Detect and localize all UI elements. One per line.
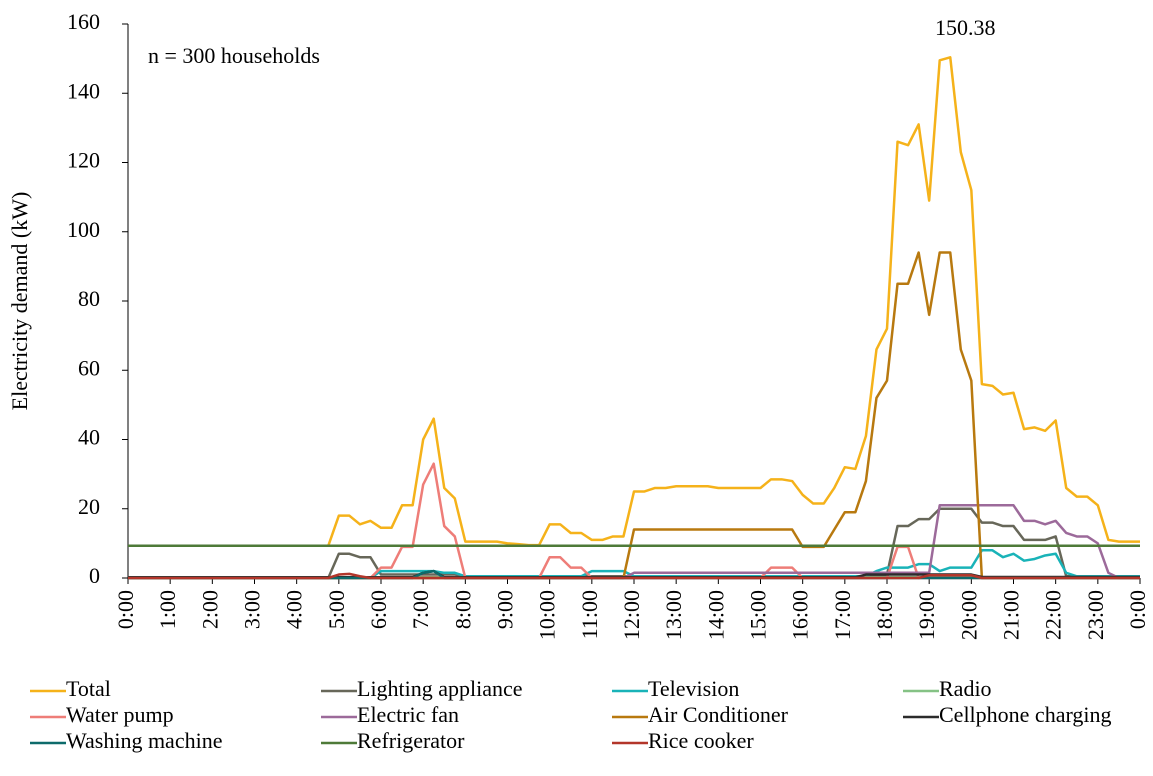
y-tick-label: 100 — [67, 217, 100, 242]
x-tick-label: 10:00 — [535, 590, 560, 640]
series-line — [128, 572, 1140, 580]
legend-label: Electric fan — [357, 702, 459, 727]
x-tick-label: 11:00 — [577, 590, 602, 639]
legend-label: Television — [648, 676, 739, 701]
x-tick-label: 9:00 — [493, 590, 518, 629]
x-tick-label: 7:00 — [408, 590, 433, 629]
legend-label: Lighting appliance — [357, 676, 523, 701]
x-tick-label: 5:00 — [324, 590, 349, 629]
y-tick-label: 120 — [67, 148, 100, 173]
x-tick-label: 0:00 — [1125, 590, 1150, 629]
x-tick-label: 2:00 — [197, 590, 222, 629]
series-line — [128, 56, 1140, 548]
x-tick-label: 15:00 — [746, 590, 771, 640]
x-tick-label: 14:00 — [703, 590, 728, 640]
series-line — [128, 504, 1140, 580]
y-tick-label: 60 — [78, 355, 100, 380]
series-line — [128, 507, 1140, 580]
y-tick-label: 20 — [78, 494, 100, 519]
x-tick-label: 18:00 — [872, 590, 897, 640]
x-tick-label: 22:00 — [1041, 590, 1066, 640]
series-line — [128, 462, 1140, 580]
legend-label: Radio — [939, 676, 992, 701]
annotation: n = 300 households — [148, 43, 320, 68]
x-tick-label: 12:00 — [619, 590, 644, 640]
x-tick-label: 6:00 — [366, 590, 391, 629]
legend-label: Refrigerator — [357, 728, 465, 753]
x-tick-label: 16:00 — [788, 590, 813, 640]
y-axis-label: Electricity demand (kW) — [7, 192, 32, 411]
legend-label: Air Conditioner — [648, 702, 789, 727]
legend-label: Cellphone charging — [939, 702, 1112, 727]
x-tick-label: 17:00 — [830, 590, 855, 640]
peak-label: 150.38 — [935, 15, 996, 40]
legend-label: Total — [66, 676, 111, 701]
x-tick-label: 23:00 — [1083, 590, 1108, 640]
legend-label: Water pump — [66, 702, 174, 727]
x-tick-label: 8:00 — [450, 590, 475, 629]
series-line — [128, 251, 1140, 580]
x-tick-label: 13:00 — [661, 590, 686, 640]
y-tick-label: 140 — [67, 78, 100, 103]
x-tick-label: 19:00 — [914, 590, 939, 640]
legend-label: Rice cooker — [648, 728, 754, 753]
x-tick-label: 3:00 — [240, 590, 265, 629]
y-tick-label: 40 — [78, 425, 100, 450]
y-tick-label: 0 — [89, 563, 100, 588]
x-tick-label: 1:00 — [155, 590, 180, 629]
legend-label: Washing machine — [66, 728, 222, 753]
x-tick-label: 20:00 — [956, 590, 981, 640]
x-tick-label: 21:00 — [999, 590, 1024, 640]
y-tick-label: 160 — [67, 9, 100, 34]
y-tick-label: 80 — [78, 286, 100, 311]
x-tick-label: 0:00 — [113, 590, 138, 629]
x-tick-label: 4:00 — [282, 590, 307, 629]
